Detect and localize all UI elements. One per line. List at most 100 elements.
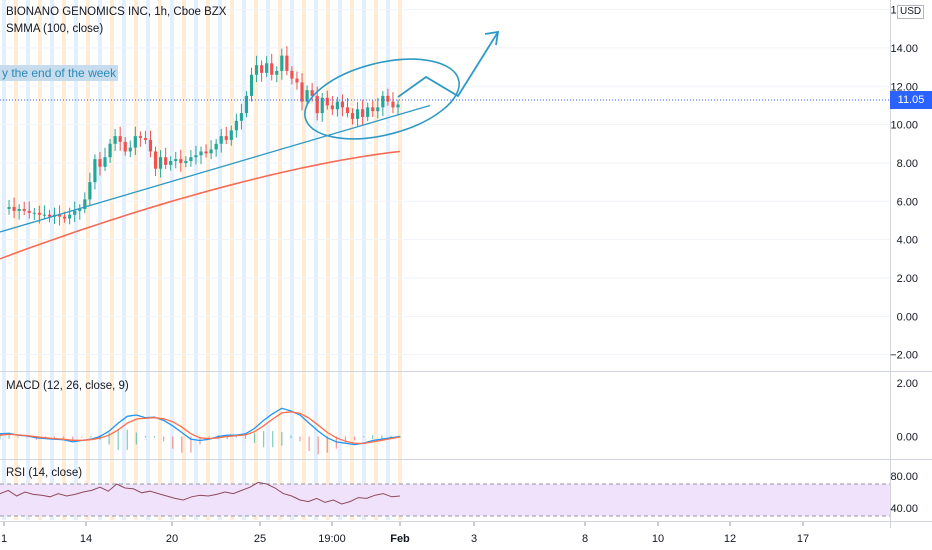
rsi-tick-label: 40.00 xyxy=(890,503,918,515)
candle-body xyxy=(204,151,208,154)
macd-histogram-bar xyxy=(344,436,347,443)
candle-body xyxy=(158,157,163,169)
session-stripe xyxy=(338,0,342,520)
candle-body xyxy=(265,63,269,73)
macd-axis[interactable]: 2.00 0.00 xyxy=(897,378,918,444)
session-stripe xyxy=(86,0,90,520)
session-stripe xyxy=(242,0,246,520)
session-stripe xyxy=(110,0,114,520)
session-stripe xyxy=(374,0,378,520)
price-axis[interactable]: 16.0014.0012.0010.008.006.004.002.000.00… xyxy=(890,5,918,362)
time-tick-label: 8 xyxy=(582,533,588,545)
trend-line[interactable] xyxy=(0,104,431,233)
grid-lines xyxy=(0,9,890,356)
macd-histogram-bar xyxy=(253,433,256,443)
session-stripe xyxy=(362,0,366,520)
macd-histogram-bar xyxy=(272,431,274,448)
time-tick-label: 25 xyxy=(254,533,266,545)
candle-body xyxy=(174,159,178,162)
time-axis[interactable]: 1 14 20 25 19:00 Feb 3 8 10 12 17 xyxy=(1,522,809,545)
candle-body xyxy=(27,210,31,213)
channel-drawing[interactable] xyxy=(297,30,500,153)
candle-body xyxy=(239,113,244,121)
candle-body xyxy=(73,210,77,215)
candle-body xyxy=(189,157,193,162)
candle-body xyxy=(113,136,117,144)
candle-body xyxy=(118,136,122,142)
macd-histogram-bar xyxy=(326,436,328,453)
currency-label[interactable]: USD xyxy=(897,5,925,19)
candle-body xyxy=(335,101,339,110)
annotation-label[interactable]: y the end of the week xyxy=(0,65,119,81)
candle-body xyxy=(381,95,385,108)
session-stripe xyxy=(14,0,18,520)
rsi-tick-label: 80.00 xyxy=(890,471,918,483)
session-stripe xyxy=(326,0,330,520)
macd-histogram-bar xyxy=(299,436,301,442)
candle-body xyxy=(260,65,264,73)
session-stripe xyxy=(266,0,270,520)
price-tick-label: 10.00 xyxy=(890,120,918,132)
candle-body xyxy=(17,208,21,211)
session-stripe xyxy=(62,0,66,520)
macd-histogram-bar xyxy=(372,435,374,440)
arrow-head-icon xyxy=(484,30,500,46)
price-tick-label: 14.00 xyxy=(890,43,918,55)
macd-histogram-bar xyxy=(8,435,10,439)
macd-histogram-bar xyxy=(17,436,19,438)
channel-ellipse[interactable] xyxy=(297,45,468,153)
macd-histogram-bar xyxy=(144,435,147,438)
candle-body xyxy=(249,74,254,96)
macd-histogram-bar xyxy=(126,429,128,450)
macd-legend: MACD (12, 26, close, 9) xyxy=(6,380,129,392)
forecast-arrow[interactable] xyxy=(397,31,499,98)
candle-body xyxy=(138,136,142,139)
macd-histogram-bar xyxy=(263,431,265,448)
price-tick-label: 2.00 xyxy=(897,273,918,285)
candle-body xyxy=(270,63,274,75)
candle-body xyxy=(295,78,299,83)
macd-histogram-bar xyxy=(53,436,56,439)
candle-body xyxy=(355,109,360,119)
candle-body xyxy=(275,70,279,75)
candle-body xyxy=(103,157,107,167)
candle-body xyxy=(350,113,355,119)
macd-histogram-bar xyxy=(308,436,310,452)
macd-histogram-bar xyxy=(26,436,28,438)
time-tick-label: 1 xyxy=(1,533,7,545)
macd-histogram-bar xyxy=(117,429,119,450)
rsi-axis[interactable]: 80.00 40.00 xyxy=(890,471,918,515)
macd-histogram-bar xyxy=(290,435,292,439)
macd-histogram-bar xyxy=(244,435,247,439)
candle-body xyxy=(280,55,284,71)
macd-histogram-bar xyxy=(317,436,319,455)
candle-body xyxy=(315,95,319,114)
candle-body xyxy=(78,208,82,211)
time-tick-label: 20 xyxy=(166,533,178,545)
candle-body xyxy=(98,159,102,167)
macd-histogram-bar xyxy=(0,435,1,440)
price-tick-label: 4.00 xyxy=(897,235,918,247)
macd-histogram-bar xyxy=(81,436,83,438)
candle-body xyxy=(285,55,289,71)
candle-body xyxy=(42,214,47,216)
candle-body xyxy=(300,82,304,102)
candle-body xyxy=(290,70,294,79)
macd-histogram-bar xyxy=(353,436,356,441)
session-stripe xyxy=(194,0,198,520)
macd-histogram-bar xyxy=(172,436,174,449)
macd-histogram-bar xyxy=(153,435,156,438)
session-stripe xyxy=(386,0,390,520)
candle-body xyxy=(199,151,203,156)
candle-body xyxy=(184,161,188,163)
macd-histogram-bar xyxy=(181,436,183,453)
macd-histogram-bar xyxy=(226,435,228,440)
candle-body xyxy=(57,214,62,217)
candle-body xyxy=(340,101,345,108)
candle-body xyxy=(12,207,16,211)
candle-body xyxy=(47,214,52,217)
candle-body xyxy=(254,65,259,75)
macd-histogram-bar xyxy=(72,436,74,442)
macd-histogram-bar xyxy=(163,436,165,442)
